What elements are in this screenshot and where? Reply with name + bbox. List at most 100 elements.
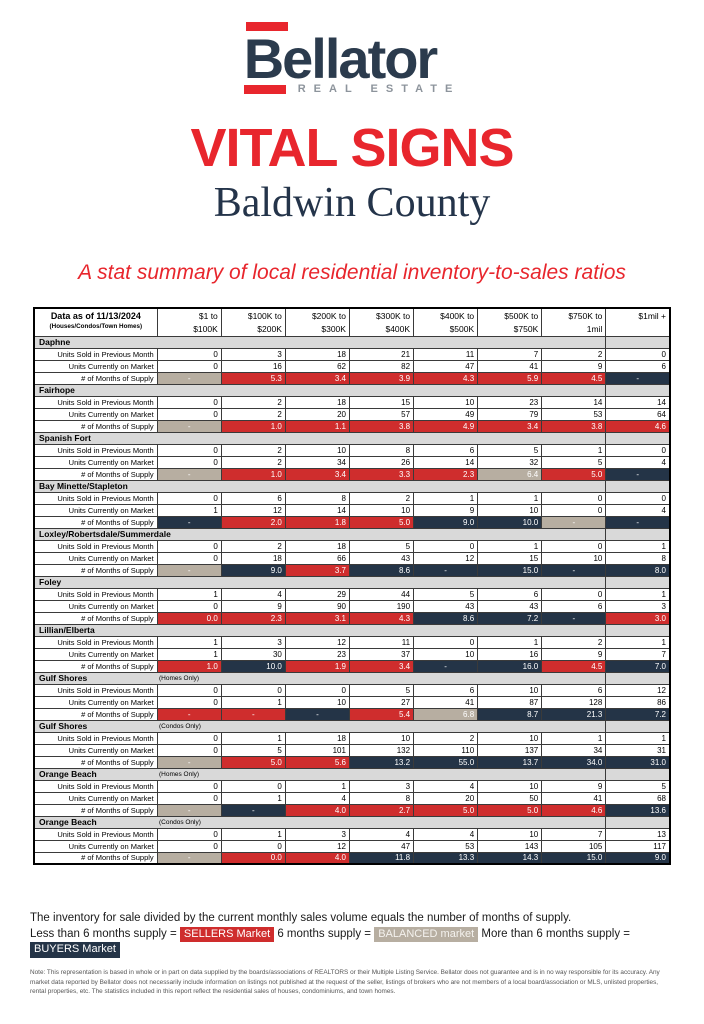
units-sold-cell: 44 [348,587,415,601]
section-header-flex: Orange Beach (Homes Only) [35,769,605,779]
vital-signs-table: Data as of 11/13/2024 (Houses/Condos/Tow… [33,307,671,865]
months-supply-cell: - [156,371,222,385]
units-sold-label: Units Sold in Previous Month [33,635,158,649]
months-supply-label: # of Months of Supply [33,755,158,769]
balanced-market-badge: BALANCED market [374,926,479,943]
units-market-cell: 9 [541,359,607,373]
buyers-prefix: More than 6 months supply = [481,927,630,940]
units-market-cell: 49 [413,407,479,421]
section-header-cell: Orange Beach (Homes Only) [33,767,607,781]
units-sold-cell: 7 [477,347,543,361]
units-sold-cell: 5 [348,683,415,697]
months-supply-label: # of Months of Supply [33,563,158,577]
months-supply-label: # of Months of Supply [33,707,158,721]
units-market-cell: 2 [220,455,286,469]
units-sold-cell: 12 [284,635,350,649]
section-header-flex: Daphne [35,337,605,347]
section-name: Loxley/Robertsdale/Summerdale [39,529,171,539]
units-market-cell: 10 [477,503,543,517]
units-market-cell: 20 [413,791,479,805]
units-sold-label: Units Sold in Previous Month [33,491,158,505]
units-sold-cell: 0 [541,491,607,505]
section-name: Gulf Shores [39,721,88,731]
months-supply-cell: - [605,515,671,529]
units-market-cell: 0 [156,359,222,373]
section-header-row: Orange Beach (Condos Only) [33,815,671,829]
section-qualifier: (Condos Only) [159,818,201,826]
months-supply-label: # of Months of Supply [33,659,158,673]
units-sold-cell: 0 [156,443,222,457]
vital-table-head: Data as of 11/13/2024 (Houses/Condos/Tow… [33,307,671,337]
price-range-line2: $750K [513,323,539,334]
units-market-cell: 4 [284,791,350,805]
months-supply-cell: 6.8 [413,707,479,721]
units-market-cell: 7 [605,647,671,661]
months-supply-cell: 5.3 [220,371,286,385]
section-name: Foley [39,577,62,587]
units-sold-row: Units Sold in Previous Month 0 6 8 2 1 1 0 0 [33,491,671,505]
units-sold-cell: 29 [284,587,350,601]
units-market-cell: 66 [284,551,350,565]
price-range-line1: $400K to [440,311,475,321]
section-header-row: Fairhope [33,383,671,397]
logo-bottom-row: REAL ESTATE [243,83,461,95]
units-sold-cell: 1 [541,731,607,745]
units-market-cell: 1 [156,503,222,517]
units-sold-cell: 1 [605,539,671,553]
units-market-label: Units Currently on Market [33,839,158,853]
units-market-cell: 57 [348,407,415,421]
units-sold-cell: 10 [477,683,543,697]
months-supply-cell: 4.5 [541,371,607,385]
units-sold-cell: 0 [156,827,222,841]
units-market-label: Units Currently on Market [33,359,158,373]
units-sold-row: Units Sold in Previous Month 0 1 3 4 4 10 7 13 [33,827,671,841]
units-market-cell: 43 [413,599,479,613]
units-sold-cell: 5 [348,539,415,553]
months-supply-cell: - [413,659,479,673]
units-sold-cell: 1 [605,731,671,745]
units-sold-cell: 1 [541,443,607,457]
units-market-cell: 53 [541,407,607,421]
units-sold-cell: 2 [220,443,286,457]
units-market-cell: 4 [605,455,671,469]
price-range-line2: $200K [257,323,282,334]
units-market-cell: 0 [156,695,222,709]
units-sold-cell: 0 [284,683,350,697]
units-sold-row: Units Sold in Previous Month 0 3 18 21 11 7 2 0 [33,347,671,361]
units-market-cell: 0 [220,839,286,853]
units-market-cell: 47 [348,839,415,853]
units-market-cell: 0 [156,551,222,565]
months-supply-cell: - [156,755,222,769]
section-header-row: Lillian/Elberta [33,623,671,637]
section-header-flex: Orange Beach (Condos Only) [35,817,605,827]
section-header-cell: Foley [33,575,607,589]
months-supply-cell: - [156,419,222,433]
units-sold-cell: 0 [541,587,607,601]
section-last-col-cell [605,383,671,397]
section-qualifier: (Homes Only) [159,674,200,682]
price-column-header: $750K to 1mil [541,307,607,337]
months-supply-row: # of Months of Supply -1.0 1.1 3.8 4.9 3.4 3.8… [33,419,671,433]
months-supply-cell: 1.8 [284,515,350,529]
months-supply-cell: 4.5 [541,659,607,673]
units-market-cell: 43 [348,551,415,565]
months-supply-cell: 15.0 [541,851,607,865]
units-market-cell: 79 [477,407,543,421]
months-supply-cell: 6.4 [477,467,543,481]
logo-wordmark: Bellator [243,27,438,90]
units-sold-cell: 0 [541,539,607,553]
section-header-cell: Spanish Fort [33,431,607,445]
disclaimer-note: Note: This representation is based in wh… [30,969,660,996]
units-market-cell: 14 [284,503,350,517]
units-sold-cell: 1 [156,635,222,649]
units-market-label: Units Currently on Market [33,695,158,709]
units-market-cell: 8 [605,551,671,565]
units-sold-cell: 3 [348,779,415,793]
units-market-cell: 50 [477,791,543,805]
units-sold-cell: 10 [348,731,415,745]
units-market-cell: 12 [284,839,350,853]
units-market-cell: 110 [413,743,479,757]
price-header-row: Data as of 11/13/2024 (Houses/Condos/Tow… [33,307,671,337]
units-market-label: Units Currently on Market [33,791,158,805]
units-sold-cell: 0 [220,779,286,793]
